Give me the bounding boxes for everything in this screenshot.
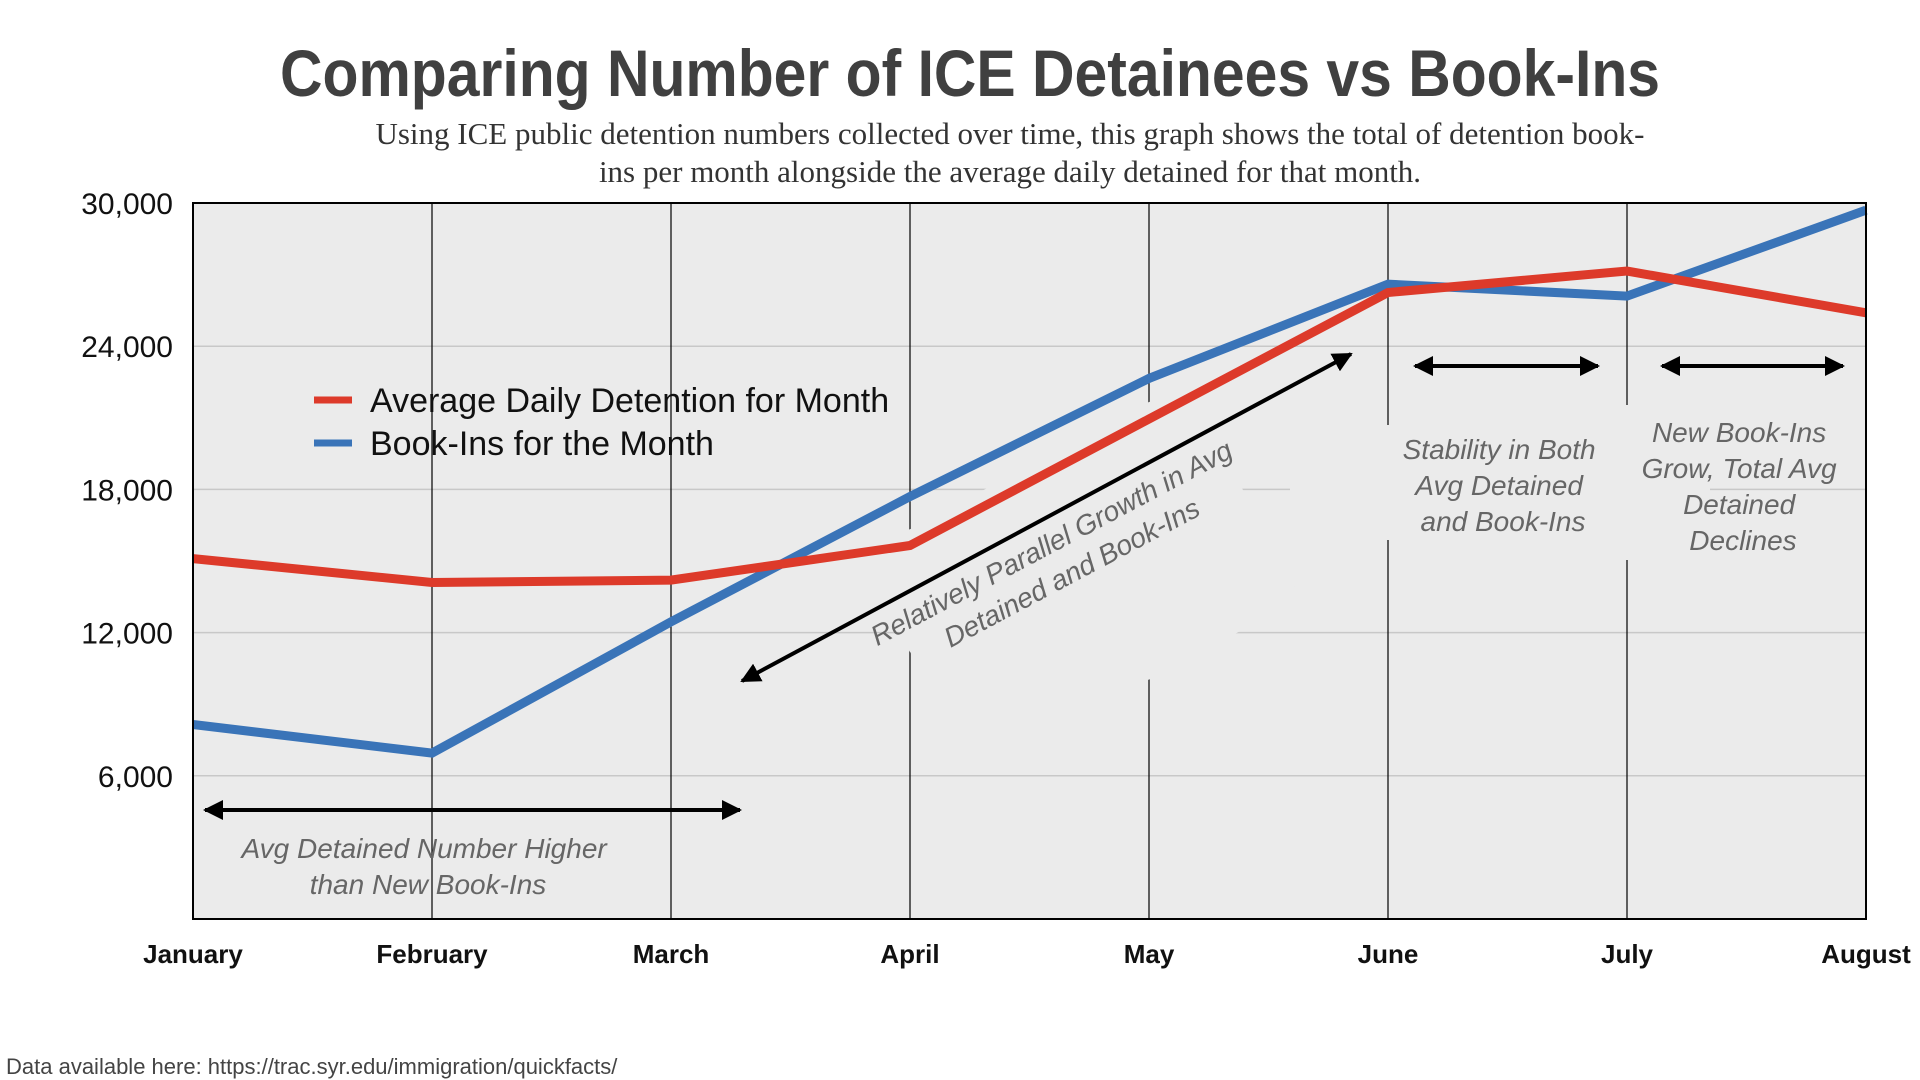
y-tick-label: 30,000 [81, 188, 173, 221]
y-tick-label: 24,000 [81, 331, 173, 364]
y-tick-label: 12,000 [81, 618, 173, 651]
legend-label-book-ins: Book-Ins for the Month [370, 425, 714, 463]
annotation-text-3: Stability in Both Avg Detained and Book-… [1403, 434, 1604, 537]
x-tick-label: April [880, 939, 939, 969]
x-tick-label: August [1821, 939, 1911, 969]
annotation-text-1: Avg Detained Number Higher than New Book… [239, 833, 614, 900]
x-tick-label: July [1601, 939, 1654, 969]
y-tick-label: 6,000 [98, 761, 173, 794]
chart-title: Comparing Number of ICE Detainees vs Boo… [280, 36, 1660, 110]
footer-source: Data available here: https://trac.syr.ed… [6, 1054, 618, 1079]
annotation-text-4: New Book-Ins Grow, Total Avg Detained De… [1642, 417, 1845, 556]
x-tick-label: June [1358, 939, 1419, 969]
x-tick-label: January [143, 939, 243, 969]
x-tick-label: March [633, 939, 710, 969]
annotation-arrow-2 [740, 352, 1353, 683]
x-tick-label: May [1124, 939, 1175, 969]
plot-frame [192, 202, 1867, 920]
y-tick-label: 18,000 [81, 474, 173, 507]
annotation-bg [1620, 405, 1640, 560]
legend-label-avg-detention: Average Daily Detention for Month [370, 382, 889, 420]
annotation-bg [1295, 410, 1305, 540]
chart-subtitle-line-1: Using ICE public detention numbers colle… [375, 116, 1644, 151]
chart-subtitle-line-2: ins per month alongside the average dail… [599, 154, 1421, 189]
x-tick-label: February [376, 939, 488, 969]
